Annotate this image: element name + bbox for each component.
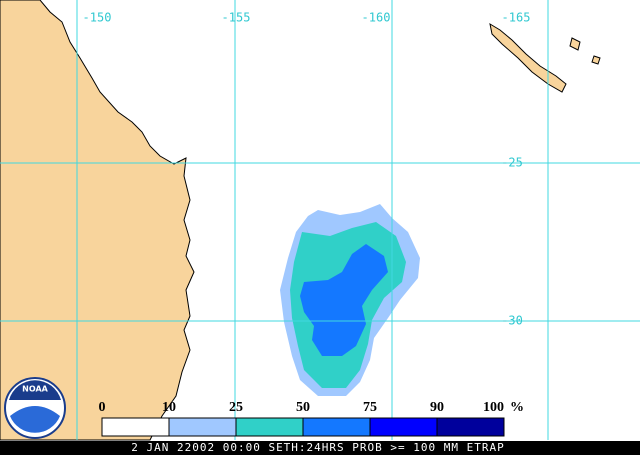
legend-swatch (101, 417, 170, 437)
footer-bar (0, 441, 640, 455)
latitude-label: -25 (501, 156, 523, 170)
legend-swatch (235, 417, 304, 437)
longitude-label: -160 (362, 11, 391, 25)
island (569, 37, 581, 51)
footer-text: 2 JAN 22002 00:00 SETH:24HRS PROB >= 100… (131, 441, 505, 454)
legend-tick-label: 90 (430, 400, 444, 415)
legend-swatch (369, 417, 438, 437)
legend-unit: % (510, 400, 524, 415)
legend-swatch (168, 417, 237, 437)
logo-bottom (10, 406, 60, 433)
australia-land (0, 0, 195, 441)
legend-tick-label: 75 (363, 400, 377, 415)
grid (0, 0, 640, 440)
latitude-label: -30 (501, 314, 523, 328)
legend-swatch (436, 417, 505, 437)
legend-tick-label: 25 (229, 400, 243, 415)
legend: 0 10 25 50 75 90 100% (99, 400, 524, 437)
legend-tick-label: 10 (162, 400, 176, 415)
legend-tick-label: 50 (296, 400, 310, 415)
legend-swatch (302, 417, 371, 437)
noaa-logo: NOAA (4, 377, 66, 439)
new-caledonia (489, 22, 567, 93)
longitude-label: -155 (222, 11, 251, 25)
logo-text: NOAA (22, 385, 48, 394)
longitude-label: -165 (502, 11, 531, 25)
legend-tick-label: 0 (99, 400, 106, 415)
legend-tick-label: 100 (483, 400, 504, 415)
longitude-label: -150 (83, 11, 112, 25)
island (591, 55, 601, 65)
logo-top (9, 380, 61, 400)
rain-50 (300, 244, 388, 356)
